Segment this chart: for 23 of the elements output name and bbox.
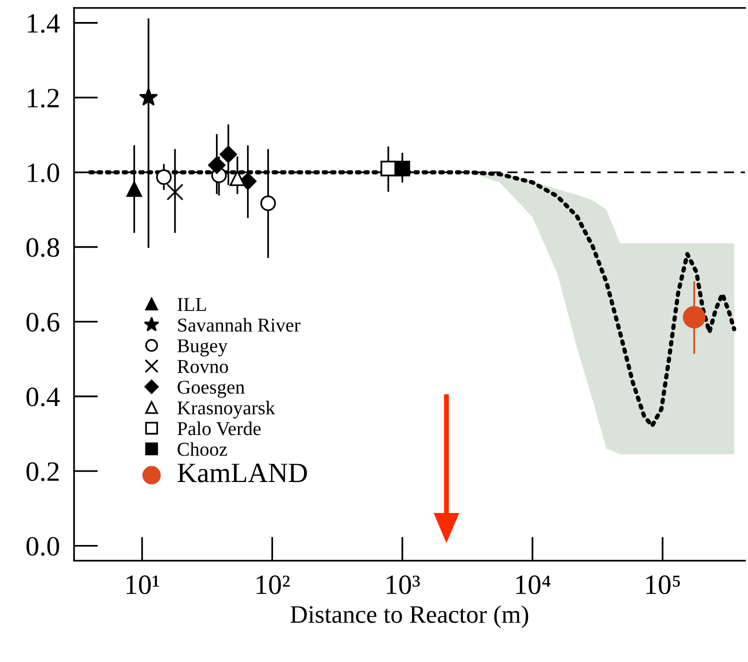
legend-label: Bugey [177,339,228,356]
legend-label: Chooz [178,442,228,456]
y-tick-label: 1.4 [28,14,60,33]
legend-label: ILL [178,298,206,311]
legend-label: Krasnoyarsk [177,400,276,418]
y-tick-label: 1.2 [28,88,59,108]
legend-label: Savannah River [178,318,300,332]
legend-label: Goesgen [178,380,245,398]
x-axis-title: Distance to Reactor (m) [290,605,528,628]
x-tick-label: 10¹ [126,575,160,594]
legend-label: Palo Verde [177,422,261,436]
x-tick-label: 10⁵ [646,575,680,594]
y-tick-label: 0.2 [26,462,59,482]
legend-label: Rovno [177,360,228,374]
y-tick-label: 0.8 [26,238,60,258]
x-tick-label: 10³ [386,575,420,594]
x-tick-label: 10⁴ [516,575,550,594]
legend-label: KamLAND [178,464,307,482]
y-tick-label: 1.0 [28,163,60,182]
y-tick-label: 0.0 [26,536,60,556]
y-tick-label: 0.4 [26,388,60,406]
y-tick-label: 0.6 [26,312,60,332]
x-tick-label: 10² [256,575,290,594]
